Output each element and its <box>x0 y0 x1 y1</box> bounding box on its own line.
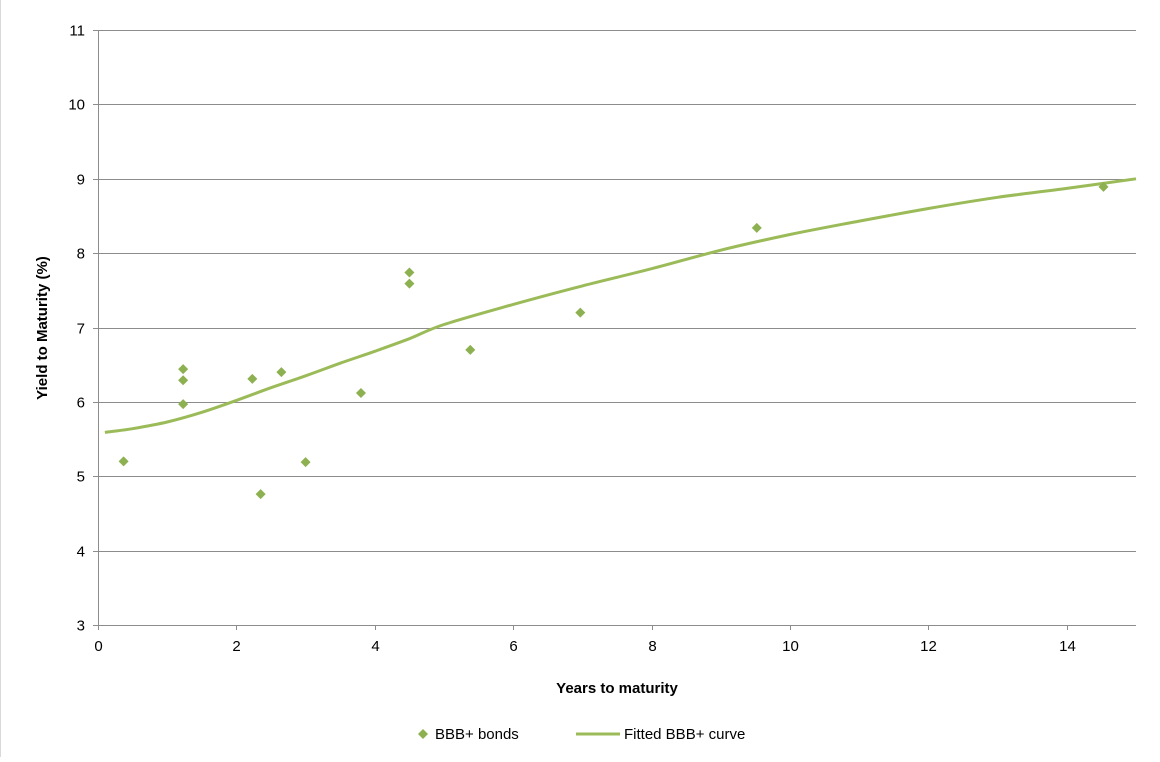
bond-point-12 <box>575 307 586 318</box>
x-axis-title: Years to maturity <box>556 680 678 697</box>
y-tick-label-10: 10 <box>68 97 85 114</box>
x-tick-label-0: 0 <box>94 638 102 655</box>
bond-point-8 <box>355 387 366 398</box>
y-tick-label-7: 7 <box>77 321 85 338</box>
plot-area <box>104 177 1137 500</box>
bond-point-6 <box>276 367 287 378</box>
y-axis-title: Yield to Maturity (%) <box>34 256 51 400</box>
legend-label-curve: Fitted BBB+ curve <box>624 726 745 743</box>
x-tick-label-12: 12 <box>920 638 937 655</box>
bond-point-3 <box>178 399 189 410</box>
bond-point-13 <box>751 222 762 233</box>
x-tick-label-14: 14 <box>1059 638 1076 655</box>
y-tick-label-3: 3 <box>77 618 85 635</box>
x-tick-label-8: 8 <box>648 638 656 655</box>
bond-point-5 <box>255 489 266 500</box>
legend: BBB+ bonds Fitted BBB+ curve <box>418 726 745 743</box>
bond-point-4 <box>247 373 258 384</box>
fitted-curve-line <box>104 177 1137 434</box>
y-tick-label-5: 5 <box>77 469 85 486</box>
x-tick-label-2: 2 <box>232 638 240 655</box>
bond-point-2 <box>178 375 189 386</box>
bond-point-9 <box>404 267 415 278</box>
legend-label-bonds: BBB+ bonds <box>435 726 519 743</box>
gridlines <box>98 30 1136 552</box>
x-tick-label-10: 10 <box>782 638 799 655</box>
bond-point-10 <box>404 278 415 289</box>
y-tick-label-6: 6 <box>77 395 85 412</box>
y-tick-label-9: 9 <box>77 172 85 189</box>
bond-point-14 <box>1098 181 1109 192</box>
axes <box>93 30 1136 630</box>
bond-point-7 <box>300 457 311 468</box>
tick-labels: 3 4 5 6 7 8 9 10 11 0 2 4 6 8 10 12 14 <box>68 23 1076 656</box>
legend-marker-bonds <box>418 729 428 739</box>
bond-point-1 <box>178 364 189 375</box>
x-tick-label-4: 4 <box>371 638 379 655</box>
bond-point-0 <box>118 456 129 467</box>
x-tick-label-6: 6 <box>509 638 517 655</box>
y-tick-label-8: 8 <box>77 246 85 263</box>
y-tick-label-4: 4 <box>77 544 85 561</box>
y-tick-label-11: 11 <box>69 23 85 40</box>
bond-point-11 <box>465 344 476 355</box>
